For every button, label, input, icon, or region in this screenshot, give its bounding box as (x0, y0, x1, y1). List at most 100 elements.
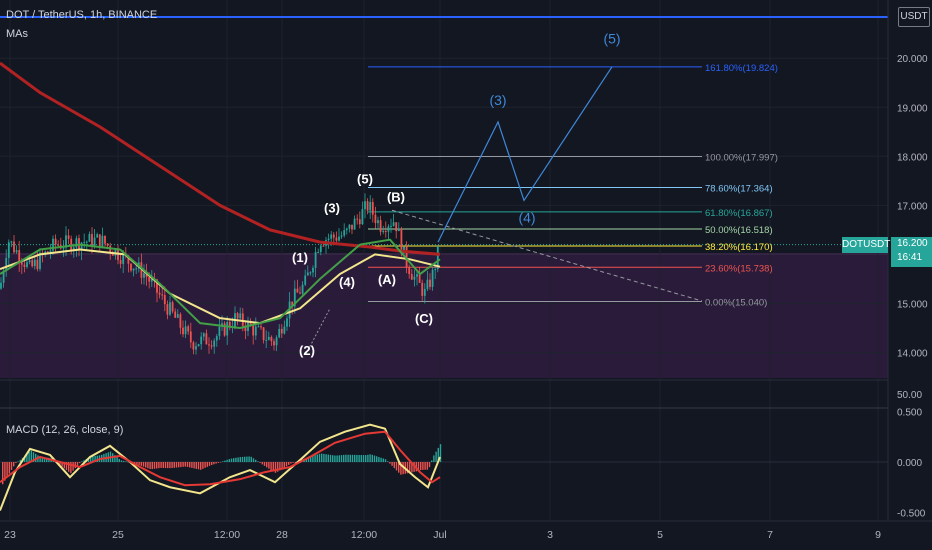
candle-body (249, 321, 252, 326)
macd-histogram-bar (338, 455, 340, 462)
price-tick-label: 14.000 (897, 349, 928, 360)
candle-body (156, 279, 158, 293)
macd-histogram-bar (195, 462, 197, 469)
macd-histogram-bar (39, 457, 41, 462)
candle-body (215, 336, 218, 341)
macd-histogram-bar (395, 462, 398, 471)
macd-histogram-bar (184, 462, 186, 467)
price-tick-label: 17.000 (897, 201, 928, 212)
macd-histogram-bar (252, 458, 255, 462)
candle-body (327, 238, 330, 241)
macd-histogram-bar (272, 462, 274, 472)
macd-histogram-bar (290, 462, 292, 464)
macd-histogram-bar (76, 462, 79, 466)
candle-body (57, 244, 60, 246)
projection-wave-label: (3) (489, 92, 506, 108)
candle-body (265, 339, 268, 341)
candle-body (332, 234, 335, 238)
candle-body (283, 326, 286, 334)
moving-average-line (0, 248, 441, 325)
candle-body (197, 344, 200, 347)
candle-body (117, 249, 119, 261)
candle-body (161, 294, 164, 296)
time-tick-label: 25 (112, 529, 124, 541)
candle-body (75, 238, 78, 248)
fib-level-label: 61.80%(16.867) (705, 208, 773, 219)
time-tick-label: 3 (547, 529, 553, 541)
macd-histogram-bar (246, 456, 248, 462)
macd-histogram-bar (406, 462, 409, 474)
macd-histogram-bar (367, 454, 369, 462)
macd-histogram-bar (191, 462, 193, 468)
currency-badge[interactable]: USDT (898, 7, 930, 27)
candle-body (182, 327, 184, 335)
fib-level-label: 38.20%(16.170) (705, 242, 773, 253)
candle-body (241, 313, 244, 326)
candle-body (20, 262, 23, 265)
candle-body (309, 272, 312, 274)
candle-body (23, 264, 26, 267)
macd-histogram-bar (428, 462, 431, 468)
macd-histogram-bar (336, 455, 338, 462)
candle-body (384, 230, 387, 232)
wave-label: (3) (324, 201, 340, 216)
macd-histogram-bar (182, 462, 184, 467)
macd-histogram-bar (215, 462, 217, 464)
candle-body (210, 345, 213, 347)
candle-body (431, 269, 434, 287)
candle-body (104, 235, 106, 244)
candle-body (33, 259, 36, 267)
macd-histogram-bar (213, 462, 215, 465)
candle-body (163, 295, 166, 305)
macd-histogram-bar (369, 454, 371, 462)
macd-histogram-bar (228, 459, 230, 462)
candle-body (400, 228, 403, 254)
macd-label: MACD (12, 26, close, 9) (6, 424, 124, 436)
macd-histogram-bar (343, 454, 345, 462)
candle-body (192, 342, 195, 350)
macd-histogram-bar (422, 462, 424, 470)
candle-body (356, 218, 359, 220)
macd-histogram-bar (360, 455, 362, 462)
candle-body (434, 269, 437, 271)
macd-histogram-bar (116, 457, 118, 462)
candle-body (343, 230, 346, 236)
macd-histogram-bar (127, 461, 129, 463)
candle-body (252, 325, 255, 336)
fib-level-label: 0.00%(15.040) (705, 297, 767, 308)
candle-body (392, 222, 395, 226)
time-tick-label: 23 (4, 529, 16, 541)
macd-histogram-bar (79, 462, 81, 464)
macd-histogram-bar (96, 455, 98, 462)
macd-histogram-bar (167, 462, 169, 469)
candle-body (72, 247, 75, 251)
candle-body (140, 262, 143, 278)
projection-wave-label: (4) (518, 210, 535, 226)
candle-body (382, 230, 385, 232)
price-tick-label: 20.000 (897, 54, 928, 65)
candle-body (423, 288, 426, 296)
macd-histogram-bar (358, 454, 360, 462)
macd-histogram-bar (323, 453, 325, 462)
candle-body (10, 241, 13, 243)
macd-histogram-bar (409, 462, 411, 473)
macd-histogram-bar (283, 462, 285, 468)
candle-body (413, 276, 416, 280)
macd-histogram-bar (250, 456, 252, 462)
candle-body (236, 313, 239, 319)
macd-histogram-bar (65, 462, 68, 471)
candle-body (244, 325, 247, 331)
macd-histogram-bar (387, 461, 389, 462)
candle-body (218, 326, 221, 337)
macd-histogram-bar (332, 455, 334, 462)
candle-body (101, 235, 104, 247)
macd-histogram-bar (334, 455, 336, 462)
macd-histogram-bar (6, 462, 8, 478)
macd-histogram-bar (314, 455, 316, 462)
candle-body (130, 263, 132, 271)
macd-histogram-bar (197, 462, 200, 470)
candle-body (364, 201, 366, 210)
candle-body (184, 326, 187, 335)
macd-histogram-bar (200, 462, 202, 470)
